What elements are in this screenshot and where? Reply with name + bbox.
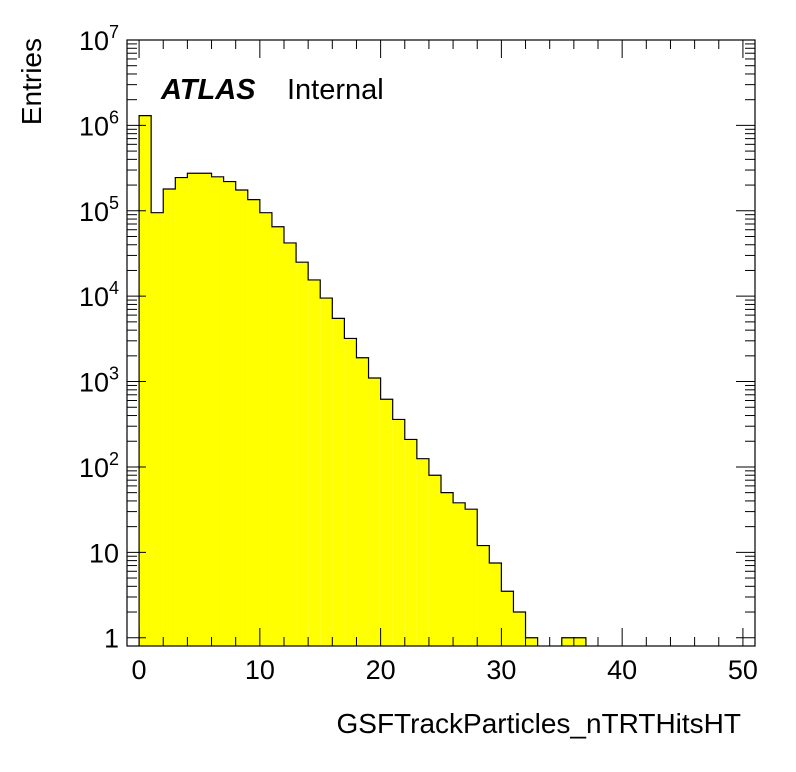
y-tick-label: 105 (79, 193, 119, 227)
y-tick-label: 107 (79, 22, 119, 56)
y-tick-label: 1 (104, 624, 119, 654)
histogram-bin (344, 338, 357, 646)
histogram-bin (211, 176, 224, 646)
histogram-bin (187, 173, 200, 646)
x-tick-label: 40 (607, 655, 637, 685)
atlas-status-label: Internal (287, 74, 384, 106)
histogram-bin (441, 492, 454, 646)
histogram-bin (247, 199, 260, 646)
histogram-bars (138, 115, 587, 647)
histogram-bin (525, 637, 538, 646)
histogram-bin (380, 399, 393, 646)
histogram-bin (368, 378, 381, 646)
histogram-bin (501, 591, 514, 646)
histogram-bin (477, 545, 490, 646)
histogram-bin (416, 458, 429, 646)
y-axis-label: Entries (16, 38, 47, 125)
histogram-bin (163, 188, 176, 646)
plot-frame (126, 39, 756, 647)
histogram-bin (175, 177, 188, 646)
x-axis-label: GSFTrackParticles_nTRTHitsHT (337, 708, 742, 739)
x-tick-label: 10 (245, 655, 275, 685)
histogram-bin (465, 509, 478, 646)
histogram-bin (139, 115, 152, 647)
histogram-bin (513, 612, 526, 646)
histogram-bin (428, 475, 441, 646)
histogram-bin (296, 262, 309, 646)
histogram-bin (332, 318, 345, 646)
x-tick-label: 20 (366, 655, 396, 685)
x-tick-label: 50 (728, 655, 758, 685)
y-tick-label: 103 (79, 364, 119, 398)
x-tick-label: 0 (132, 655, 147, 685)
histogram-bin (284, 242, 297, 646)
y-tick-label: 106 (79, 107, 119, 141)
histogram-bin (259, 212, 272, 646)
histogram-bin (308, 279, 321, 646)
histogram-bin (392, 419, 405, 646)
histogram-bin (404, 439, 417, 646)
axis-ticks (127, 39, 755, 646)
histogram-bin (356, 357, 369, 646)
y-tick-labels: 1 10 102 103 104 105 106 107 (79, 22, 119, 654)
histogram-bin (320, 298, 333, 646)
y-tick-label: 102 (79, 449, 119, 483)
histogram-bin (151, 212, 164, 646)
y-tick-label: 10 (89, 538, 119, 568)
x-tick-label: 30 (486, 655, 516, 685)
histogram-bin (453, 502, 466, 646)
x-tick-labels: 0 10 20 30 40 50 (132, 655, 758, 685)
histogram-bin (271, 226, 284, 647)
histogram-bin (223, 181, 236, 647)
histogram-bin (199, 173, 212, 646)
histogram-bin (573, 637, 586, 646)
y-tick-label: 104 (79, 278, 119, 312)
histogram-bin (489, 563, 502, 646)
histogram-bin (561, 637, 574, 646)
atlas-label: ATLAS (160, 74, 256, 106)
histogram-bin (235, 190, 248, 647)
